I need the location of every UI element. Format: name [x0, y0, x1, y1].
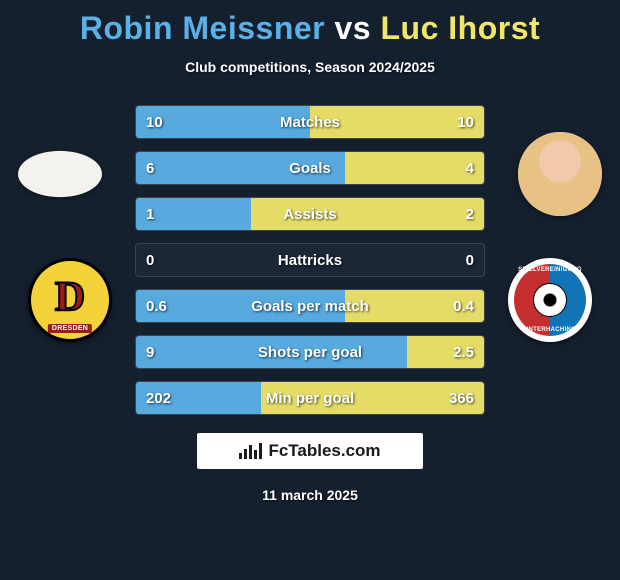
player1-value: 6: [136, 160, 196, 177]
metric-label: Shots per goal: [196, 344, 424, 361]
vs-text: vs: [335, 10, 372, 46]
stat-row: 0.6Goals per match0.4: [135, 289, 485, 323]
stat-row: 6Goals4: [135, 151, 485, 185]
stat-row: 202Min per goal366: [135, 381, 485, 415]
player1-value: 9: [136, 344, 196, 361]
stat-row: 1Assists2: [135, 197, 485, 231]
metric-label: Assists: [196, 206, 424, 223]
player2-value: 10: [424, 114, 484, 131]
metric-label: Min per goal: [196, 390, 424, 407]
branding-text: FcTables.com: [268, 441, 380, 461]
player1-value: 202: [136, 390, 196, 407]
comparison-title: Robin Meissner vs Luc Ihorst: [0, 0, 620, 47]
metric-label: Goals: [196, 160, 424, 177]
player2-value: 4: [424, 160, 484, 177]
player1-value: 1: [136, 206, 196, 223]
date-text: 11 march 2025: [0, 487, 620, 503]
stat-row: 10Matches10: [135, 105, 485, 139]
player1-name: Robin Meissner: [80, 10, 325, 46]
player2-name: Luc Ihorst: [380, 10, 540, 46]
player1-value: 0.6: [136, 298, 196, 315]
branding-badge: FcTables.com: [197, 433, 423, 469]
stats-area: 10Matches106Goals41Assists20Hattricks00.…: [0, 105, 620, 415]
player2-value: 0: [424, 252, 484, 269]
player1-value: 10: [136, 114, 196, 131]
metric-label: Goals per match: [196, 298, 424, 315]
bars-icon: [239, 443, 262, 459]
player2-value: 2.5: [424, 344, 484, 361]
player1-value: 0: [136, 252, 196, 269]
player2-value: 0.4: [424, 298, 484, 315]
metric-label: Matches: [196, 114, 424, 131]
player2-value: 2: [424, 206, 484, 223]
player2-value: 366: [424, 390, 484, 407]
subtitle: Club competitions, Season 2024/2025: [0, 59, 620, 75]
metric-label: Hattricks: [196, 252, 424, 269]
stat-row: 9Shots per goal2.5: [135, 335, 485, 369]
stat-row: 0Hattricks0: [135, 243, 485, 277]
